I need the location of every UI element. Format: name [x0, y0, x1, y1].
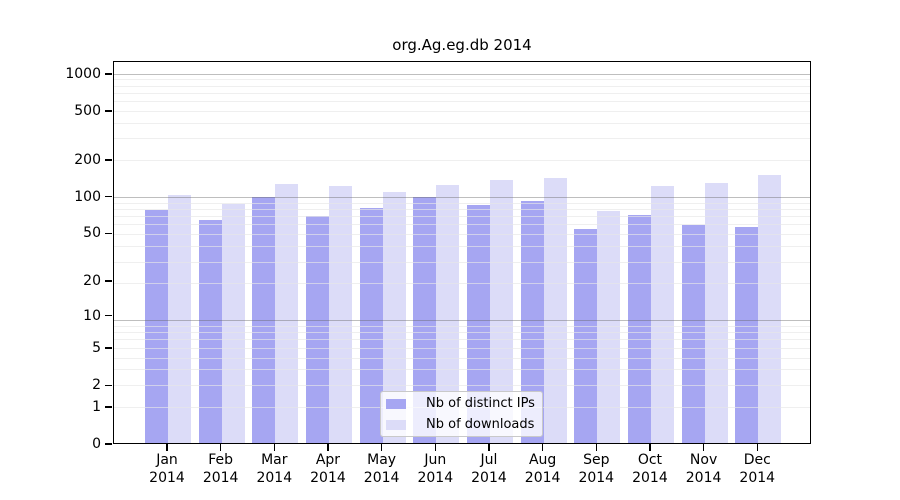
x-tick [380, 444, 383, 451]
y-tick-label: 1000 [65, 66, 101, 82]
bar-distinct-ips-jan [145, 210, 168, 443]
bar-downloads-jan [168, 195, 191, 443]
x-tick [434, 444, 436, 451]
legend-item-downloads: Nb of downloads [381, 416, 542, 434]
bar-distinct-ips-sep [574, 229, 598, 443]
y-tick-label: 50 [83, 225, 101, 242]
y-tick [105, 314, 112, 317]
gridline-minor [114, 92, 810, 94]
x-tick [166, 444, 168, 451]
legend-swatch-downloads [386, 419, 406, 430]
y-tick [105, 347, 112, 349]
bar-downloads-oct [650, 185, 674, 443]
x-tick [488, 444, 490, 451]
bar-downloads-jul [489, 180, 513, 443]
bar-distinct-ips-mar [252, 196, 276, 443]
bar-downloads-mar [275, 183, 299, 443]
x-tick-label-apr: Apr 2014 [310, 452, 346, 486]
legend-swatch-distinct-ips [386, 398, 406, 409]
y-tick [105, 406, 112, 408]
x-tick [220, 444, 222, 451]
gridline-minor [114, 79, 810, 81]
x-tick-label-sep: Sep 2014 [578, 452, 615, 486]
bar-distinct-ips-may [359, 208, 383, 443]
x-tick-label-feb: Feb 2014 [202, 452, 239, 486]
x-tick-label-mar: Mar 2014 [256, 452, 293, 486]
bar-downloads-may [382, 192, 406, 443]
bar-distinct-ips-feb [198, 220, 222, 443]
bar-downloads-apr [328, 185, 352, 443]
y-tick-label: 5 [92, 340, 101, 357]
x-tick [541, 444, 544, 451]
y-tick-label: 100 [74, 188, 101, 205]
gridline-minor [114, 110, 810, 112]
y-tick [105, 443, 112, 445]
y-tick [105, 73, 112, 75]
x-tick-label-nov: Nov 2014 [685, 452, 722, 486]
x-tick-label-jul: Jul 2014 [471, 452, 507, 486]
gridline-minor [114, 101, 810, 103]
plot-area [113, 61, 811, 444]
x-tick [595, 444, 597, 451]
x-tick-label-oct: Oct 2014 [632, 452, 668, 486]
legend: Nb of distinct IPs Nb of downloads [380, 391, 543, 437]
x-tick [327, 444, 329, 451]
x-tick-label-dec: Dec 2014 [739, 452, 776, 486]
y-tick [105, 159, 112, 161]
x-tick-label-may: May 2014 [363, 452, 400, 486]
bar-downloads-dec [758, 175, 782, 443]
y-tick-label: 200 [74, 151, 101, 168]
gridline-major [114, 73, 810, 75]
x-tick-label-aug: Aug 2014 [524, 452, 561, 486]
legend-label-distinct-ips: Nb of distinct IPs [426, 395, 535, 411]
chart-title: org.Ag.eg.db 2014 [392, 36, 532, 54]
legend-label-downloads: Nb of downloads [426, 416, 535, 432]
y-tick-label: 10 [83, 307, 101, 324]
bar-distinct-ips-oct [627, 214, 651, 443]
x-tick [273, 444, 275, 451]
bar-downloads-nov [704, 183, 728, 443]
y-tick-label: 2 [92, 377, 101, 394]
y-tick [105, 232, 112, 235]
x-tick [649, 444, 651, 451]
bar-downloads-sep [597, 211, 621, 443]
y-tick [105, 280, 112, 282]
y-tick [105, 110, 112, 112]
y-tick [105, 384, 112, 386]
y-tick-label: 20 [83, 272, 101, 289]
gridline-minor [114, 159, 810, 161]
x-tick [702, 444, 705, 451]
bar-downloads-feb [221, 204, 245, 443]
x-tick-label-jan: Jan 2014 [149, 452, 185, 486]
x-tick [756, 444, 758, 451]
gridline-minor [114, 85, 810, 87]
bar-distinct-ips-jun [413, 196, 437, 443]
bar-distinct-ips-jul [466, 205, 490, 443]
bar-downloads-jun [436, 184, 460, 443]
gridline-minor [114, 122, 810, 124]
y-tick-label: 500 [74, 103, 101, 120]
y-tick-label: 1 [92, 398, 101, 415]
bar-downloads-aug [543, 177, 567, 443]
legend-item-distinct-ips: Nb of distinct IPs [381, 395, 542, 413]
bar-distinct-ips-dec [735, 227, 759, 443]
x-tick-label-jun: Jun 2014 [417, 452, 454, 486]
bar-distinct-ips-apr [305, 216, 329, 443]
bar-distinct-ips-nov [681, 224, 705, 443]
y-tick [105, 196, 112, 198]
y-tick-label: 0 [92, 436, 101, 452]
gridline-minor [114, 138, 810, 140]
